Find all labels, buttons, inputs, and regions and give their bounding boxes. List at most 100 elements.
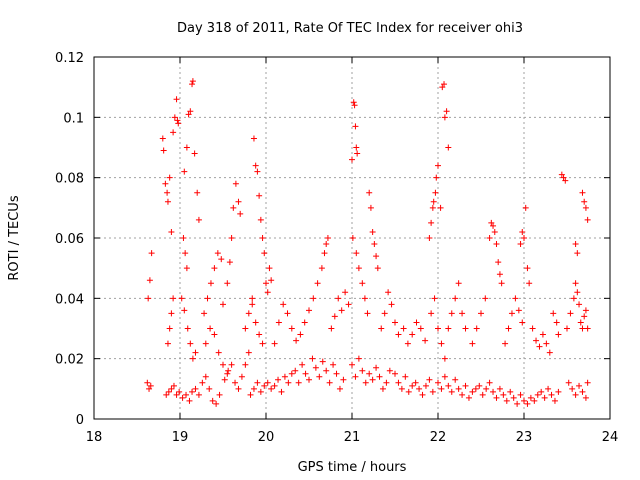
- data-point: [316, 373, 323, 380]
- data-point: [490, 222, 497, 229]
- x-tick-label: 20: [258, 430, 275, 445]
- data-point: [171, 114, 178, 121]
- data-point: [376, 373, 383, 380]
- data-point: [235, 198, 242, 205]
- data-point: [218, 256, 225, 263]
- data-point: [369, 228, 376, 235]
- data-point: [147, 382, 154, 389]
- data-point: [220, 301, 226, 308]
- data-point: [264, 289, 271, 296]
- data-point: [435, 325, 441, 332]
- data-point: [207, 280, 214, 287]
- data-point: [321, 250, 328, 257]
- data-point: [429, 388, 436, 395]
- data-point: [574, 250, 581, 257]
- data-point: [555, 388, 562, 395]
- data-point: [546, 349, 553, 356]
- data-point: [441, 114, 448, 121]
- data-point: [553, 319, 560, 326]
- data-point: [168, 310, 175, 317]
- data-point: [582, 204, 589, 211]
- data-point: [455, 385, 462, 392]
- data-point: [548, 391, 555, 398]
- data-point: [404, 340, 411, 347]
- data-point: [526, 280, 533, 287]
- data-point: [560, 174, 567, 181]
- data-point: [216, 391, 223, 398]
- x-tick-label: 18: [86, 430, 103, 445]
- data-point: [338, 307, 345, 314]
- data-point: [416, 385, 423, 392]
- data-point: [576, 301, 583, 308]
- data-point: [164, 198, 171, 205]
- data-point: [184, 325, 191, 332]
- data-point: [187, 340, 194, 347]
- data-point: [482, 295, 489, 302]
- data-point: [288, 370, 295, 377]
- axis-ticks: 18 19 20 21 22 23 24 0 0.02 0.04 0.06 0.08 0.1 0.12: [55, 51, 618, 445]
- data-point: [543, 340, 550, 347]
- data-point: [352, 123, 359, 130]
- x-tick-label: 22: [430, 430, 447, 445]
- data-point: [359, 367, 366, 374]
- data-point: [359, 280, 366, 287]
- data-point: [249, 295, 256, 302]
- data-point: [183, 391, 190, 398]
- data-point: [386, 367, 393, 374]
- data-point: [285, 379, 292, 386]
- data-point: [519, 319, 526, 326]
- data-point: [275, 319, 282, 326]
- data-point: [576, 382, 583, 389]
- data-point: [405, 388, 412, 395]
- data-point: [378, 325, 385, 332]
- data-point: [493, 241, 500, 248]
- data-point: [250, 385, 257, 392]
- data-point: [331, 313, 338, 320]
- data-point: [295, 379, 302, 386]
- data-point: [189, 388, 196, 395]
- data-point: [195, 216, 202, 223]
- data-point: [521, 397, 527, 404]
- data-point: [349, 156, 355, 163]
- data-point: [495, 259, 502, 266]
- data-point: [245, 349, 252, 356]
- data-point: [433, 174, 440, 181]
- data-point: [445, 382, 452, 389]
- data-point: [176, 388, 183, 395]
- data-point: [448, 310, 455, 317]
- data-point: [570, 295, 577, 302]
- data-point: [422, 382, 429, 389]
- data-point: [577, 319, 584, 326]
- data-point: [508, 310, 515, 317]
- data-point: [145, 295, 152, 302]
- data-point: [202, 373, 209, 380]
- data-point: [213, 400, 220, 407]
- data-point: [247, 391, 254, 398]
- data-point: [584, 216, 591, 223]
- data-point: [400, 325, 407, 332]
- data-point: [367, 204, 374, 211]
- data-point: [564, 325, 570, 332]
- data-point: [496, 385, 503, 392]
- data-point: [510, 394, 517, 401]
- data-point: [326, 379, 333, 386]
- data-point: [366, 189, 373, 196]
- data-point: [445, 325, 452, 332]
- data-point: [479, 391, 486, 398]
- data-point: [204, 295, 211, 302]
- data-point: [558, 171, 565, 178]
- data-point: [183, 144, 190, 151]
- data-point: [194, 189, 201, 196]
- y-tick-label: 0.12: [55, 51, 84, 66]
- data-point: [302, 370, 309, 377]
- data-point: [422, 337, 429, 344]
- data-point: [355, 265, 362, 272]
- x-tick-label: 19: [172, 430, 189, 445]
- data-point: [486, 235, 493, 241]
- data-point: [448, 388, 455, 395]
- data-point: [271, 382, 278, 389]
- data-point: [297, 331, 304, 338]
- data-point: [452, 376, 459, 383]
- data-point: [429, 204, 436, 211]
